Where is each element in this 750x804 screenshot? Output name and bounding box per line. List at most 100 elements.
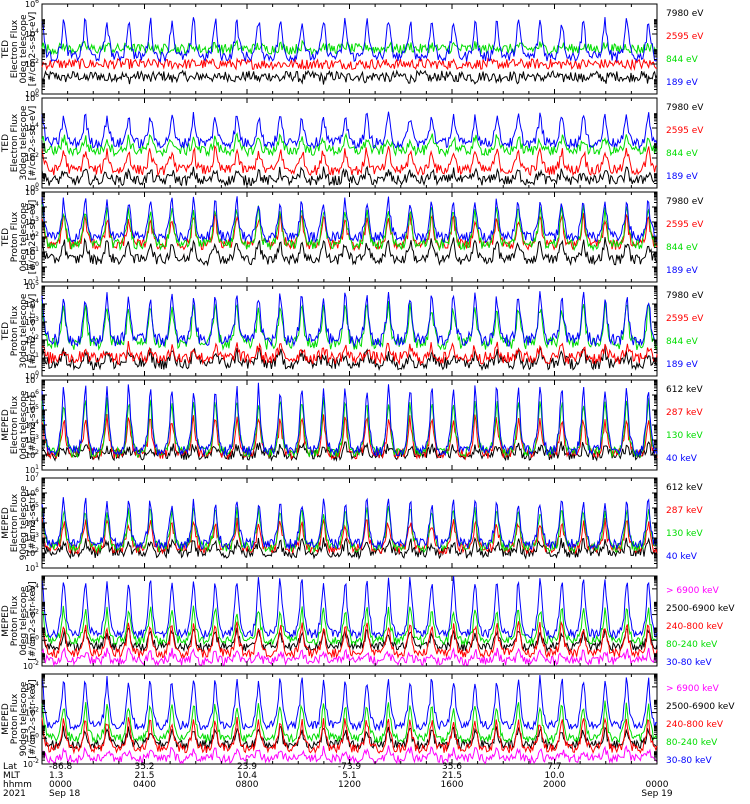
legend-entry: 844 eV [666,243,699,253]
x-time-label: 0800 [236,780,259,790]
series-trace [41,39,658,56]
y-tick-label: 107 [25,374,39,385]
x-mlt-label: 1.3 [49,771,63,781]
legend-entry: 2595 eV [666,314,704,324]
y-tick-label: 101 [25,562,39,573]
y-tick-exponent: 7 [35,472,39,479]
y-tick-exponent: 5 [35,186,39,193]
legend-entry: 80-240 keV [666,738,718,748]
y-tick-exponent: 4 [35,28,39,35]
x-mlt-label: 10.0 [544,771,564,781]
y-tick-label: 10-2 [23,758,39,769]
legend-entry: 130 keV [666,529,703,539]
series-trace [41,196,658,244]
y-axis-label: 0deg telescope [19,586,29,656]
legend-entry: 189 eV [666,78,699,88]
legend-entry: 40 keV [666,454,698,464]
series-trace [41,725,658,751]
y-tick-exponent: 1 [35,464,39,471]
series-trace [41,517,658,555]
series-trace [41,300,658,351]
x-time-label: 1200 [338,780,361,790]
y-axis-label: MEPED [1,703,11,735]
y-tick-exponent: 3 [35,434,39,441]
legend-entry: > 6900 keV [666,684,720,694]
x-time-label: 0000 [49,780,72,790]
y-tick-label: 104 [25,201,39,212]
legend-entry: 40 keV [666,552,698,562]
y-axis-label: Proton Flux [10,211,20,262]
y-tick-label: 100 [25,732,39,743]
y-tick-label: 101 [25,464,39,475]
y-tick-exponent: 0 [35,182,39,189]
y-axis-label: Proton Flux [10,595,20,646]
y-tick-label: 101 [25,246,39,257]
panel-6: 101 102 103 104 105 106 107 MEPED Electron Flux 9… [1,472,703,573]
series-trace [41,69,658,85]
y-tick-exponent: 3 [35,316,39,323]
y-axis-label: [#/cm2-s-str-eV] [28,106,38,181]
y-tick-exponent: 2 [35,152,39,159]
series-trace [41,620,658,659]
y-axis-label: 0deg telescope [19,202,29,272]
series-trace [41,57,658,71]
legend-entry: 189 eV [666,360,699,370]
x-axis-row-label: MLT [3,771,21,781]
legend-entry: 844 eV [666,149,699,159]
y-tick-exponent: 5 [35,280,39,287]
y-tick-exponent: 1 [35,352,39,359]
y-tick-label: 102 [25,449,39,460]
y-axis-label: Proton Flux [10,305,20,356]
x-mlt-label: 21.5 [134,771,154,781]
legend-entry: 2595 eV [666,126,704,136]
legend-entry: 189 eV [666,172,699,182]
y-tick-exponent: -2 [33,660,39,667]
legend-entry: 844 eV [666,55,699,65]
y-tick-exponent: 4 [35,517,39,524]
y-tick-label: 105 [25,186,39,197]
y-tick-label: 104 [25,681,39,692]
y-tick-label: 101 [25,352,39,363]
panel-1: 100 102 104 106 TED Electron Flux 0deg telesco… [1,0,704,99]
panel-5: 101 102 103 104 105 106 107 MEPED Electron Flux 0… [1,374,703,475]
x-lat-label: 7.7 [547,762,561,772]
y-tick-label: 104 [25,122,39,133]
series-trace [41,144,658,177]
y-tick-label: 100 [25,88,39,99]
legend-entry: 240-800 keV [666,622,724,632]
panel-2: 100 102 104 106 TED Electron Flux 30deg telesc… [1,92,704,193]
y-tick-label: 104 [25,419,39,430]
y-tick-label: 100 [25,370,39,381]
panel-7: 10-2 100 102 104 MEPED Proton Flux 0deg telesc… [1,575,735,671]
y-axis-label: 0deg telescope [19,390,29,460]
y-tick-exponent: 4 [35,122,39,129]
y-tick-label: 102 [25,231,39,242]
x-lat-label: 35.6 [442,762,462,772]
y-axis-label: MEPED [1,507,11,539]
y-axis-label: [#/cm2-s-str-keV] [28,679,38,758]
series-trace [41,204,658,252]
y-axis-label: Electron Flux [10,395,20,454]
y-tick-exponent: 4 [35,681,39,688]
series-trace [41,132,658,158]
legend-entry: 7980 eV [666,103,704,113]
y-tick-label: 106 [25,487,39,498]
y-tick-label: 104 [25,28,39,39]
y-tick-label: 102 [25,334,39,345]
legend-entry: > 6900 keV [666,586,720,596]
series-trace [41,717,658,755]
y-axis-label: [#/cm2-s-str-eV] [28,12,38,87]
y-tick-label: 104 [25,583,39,594]
y-tick-exponent: 4 [35,583,39,590]
series-trace [41,237,658,267]
y-axis-label: [#/cm2-s-str] [28,493,38,553]
series-trace [41,605,658,647]
series-trace [41,341,658,366]
y-tick-exponent: 6 [35,487,39,494]
y-tick-exponent: 4 [35,201,39,208]
y-tick-exponent: 2 [35,547,39,554]
y-tick-exponent: 2 [35,707,39,714]
y-tick-label: 106 [25,0,39,9]
y-tick-exponent: 2 [35,334,39,341]
